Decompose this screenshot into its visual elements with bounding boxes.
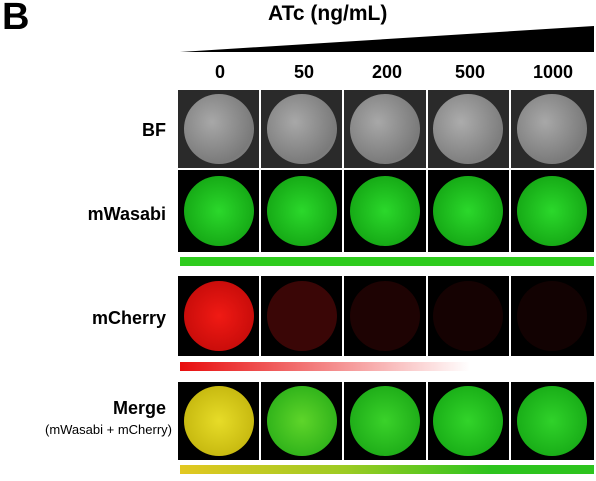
merge-intensity-bar [180,465,594,474]
mwasabi-image-1000 [510,170,594,252]
mwasabi-image-500 [427,170,511,252]
row-label-bf: BF [142,120,166,140]
panel-label: B [2,0,30,38]
mwasabi-image-0 [178,170,262,252]
mwasabi-intensity-bar [180,257,594,266]
mcherry-image-50 [261,276,345,356]
concentration-wedge [180,26,594,52]
mwasabi-image-strip [178,170,594,252]
row-label-mwasabi: mWasabi [87,204,166,224]
row-sublabel-merge: (mWasabi + mCherry) [44,422,172,437]
row-label-merge: Merge [112,398,166,418]
mcherry-intensity-bar [180,362,594,371]
conc-label-50: 50 [293,62,315,82]
merge-image-200 [344,382,428,460]
atc-title: ATc (ng/mL) [268,2,388,25]
conc-label-0: 0 [214,62,225,82]
mcherry-image-strip [178,276,594,356]
bf-image-50 [261,90,345,168]
bf-image-200 [344,90,428,168]
mcherry-image-200 [344,276,428,356]
conc-label-200: 200 [371,62,403,82]
bf-image-500 [427,90,511,168]
mwasabi-image-200 [344,170,428,252]
mcherry-image-0 [178,276,262,356]
merge-image-0 [178,382,262,460]
conc-label-500: 500 [454,62,486,82]
bf-image-1000 [510,90,594,168]
merge-image-strip [178,382,594,460]
bf-image-0 [178,90,262,168]
mwasabi-image-50 [261,170,345,252]
bf-image-strip [178,90,594,168]
conc-label-1000: 1000 [532,62,574,82]
mcherry-image-1000 [510,276,594,356]
mcherry-image-500 [427,276,511,356]
merge-image-1000 [510,382,594,460]
merge-image-500 [427,382,511,460]
row-label-mcherry: mCherry [91,308,166,328]
merge-image-50 [261,382,345,460]
